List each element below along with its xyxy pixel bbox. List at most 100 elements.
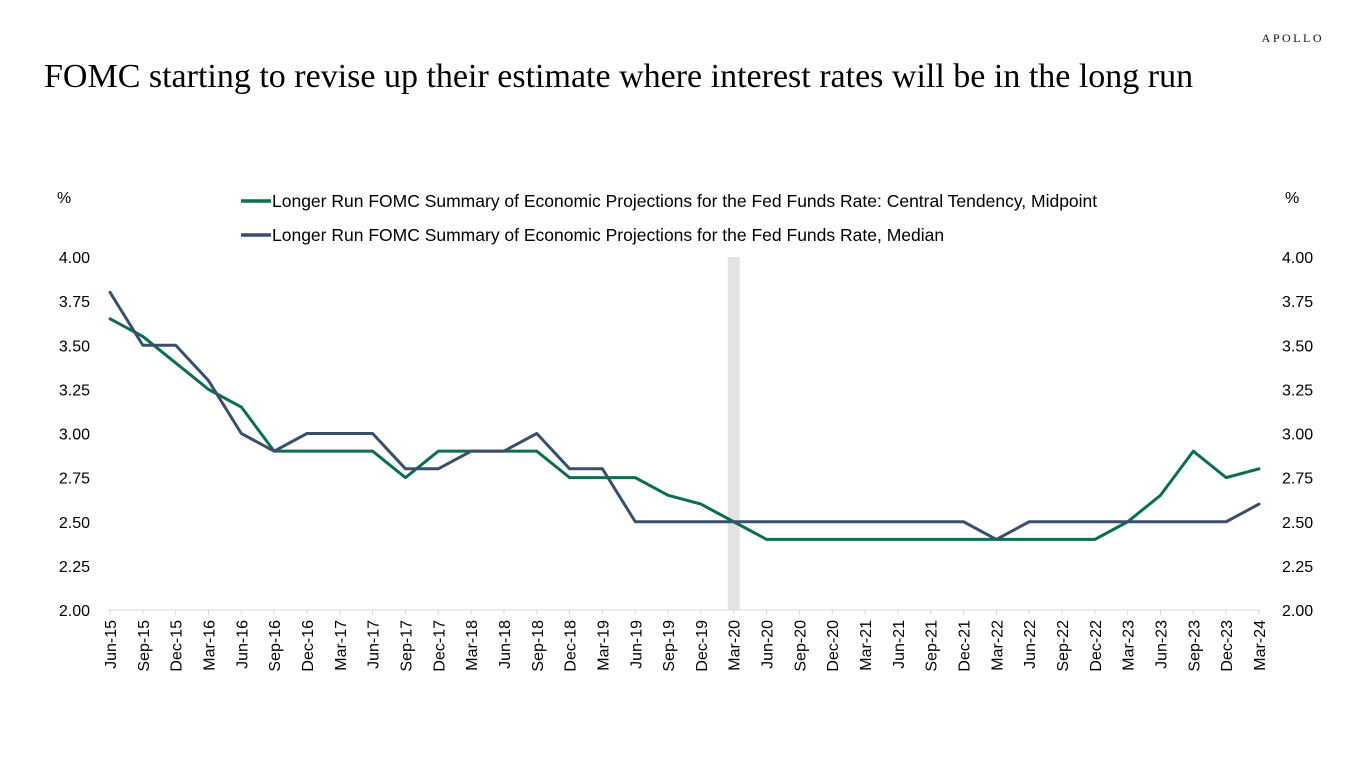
data-point — [1061, 538, 1064, 541]
x-tick-label: Dec-20 — [825, 620, 842, 672]
legend-label-2: Longer Run FOMC Summary of Economic Proj… — [272, 225, 944, 245]
data-point — [305, 450, 308, 453]
y-tick-label-right: 3.00 — [1282, 427, 1313, 444]
x-tick-label: Jun-20 — [760, 620, 777, 669]
x-tick-label: Sep-22 — [1055, 620, 1072, 672]
left-axis-unit: % — [57, 190, 71, 207]
data-point — [601, 476, 604, 479]
data-point — [240, 432, 243, 435]
data-point — [1093, 538, 1096, 541]
x-tick-label: Mar-23 — [1121, 620, 1138, 671]
x-tick-label: Jun-15 — [103, 620, 120, 669]
data-point — [109, 317, 112, 320]
data-point — [601, 467, 604, 470]
data-point — [207, 379, 210, 382]
data-point — [699, 520, 702, 523]
axes-layer: % % 4.00 4.00 3.75 3.75 3.50 3.50 3.25 3.25 3.00 3.… — [57, 190, 1313, 672]
x-tick-label: Sep-15 — [136, 620, 153, 672]
x-tick-label: Jun-16 — [234, 620, 251, 669]
y-tick-label-left: 3.00 — [59, 427, 90, 444]
data-point — [765, 538, 768, 541]
data-point — [141, 335, 144, 338]
series-line-1 — [108, 317, 1261, 541]
data-point — [470, 450, 473, 453]
data-point — [1192, 520, 1195, 523]
x-tick-label: Jun-18 — [497, 620, 514, 669]
data-point — [1192, 450, 1195, 453]
y-tick-label-left: 2.75 — [59, 471, 90, 488]
y-tick-label-left: 2.25 — [59, 559, 90, 576]
x-tick-label: Mar-16 — [201, 620, 218, 671]
x-tick-label: Jun-22 — [1022, 620, 1039, 669]
x-tick-label: Jun-23 — [1154, 620, 1171, 669]
y-tick-label-left: 2.50 — [59, 515, 90, 532]
data-point — [1225, 476, 1228, 479]
apollo-logo-text: APOLLO — [1261, 31, 1324, 45]
x-tick-label: Sep-19 — [661, 620, 678, 672]
y-tick-label-right: 3.75 — [1282, 294, 1313, 311]
data-point — [896, 538, 899, 541]
x-tick-label: Sep-23 — [1186, 620, 1203, 672]
y-tick-label-left: 3.50 — [59, 338, 90, 355]
data-point — [962, 538, 965, 541]
y-tick-label-right: 2.75 — [1282, 471, 1313, 488]
data-point — [1258, 503, 1261, 506]
data-point — [1093, 520, 1096, 523]
data-point — [1061, 520, 1064, 523]
data-point — [765, 520, 768, 523]
x-tick-label: Dec-17 — [431, 620, 448, 672]
data-point — [995, 538, 998, 541]
x-tick-label: Dec-19 — [694, 620, 711, 672]
data-point — [798, 538, 801, 541]
series-layer — [108, 290, 1261, 541]
data-point — [1159, 520, 1162, 523]
shaded-period-bar — [727, 257, 740, 610]
data-point — [699, 503, 702, 506]
data-point — [1258, 467, 1261, 470]
data-point — [634, 520, 637, 523]
data-point — [667, 494, 670, 497]
y-tick-label-right: 4.00 — [1282, 250, 1313, 267]
x-tick-label: Dec-16 — [300, 620, 317, 672]
data-point — [338, 432, 341, 435]
data-point — [831, 520, 834, 523]
data-point — [404, 476, 407, 479]
x-tick-label: Dec-15 — [169, 620, 186, 672]
x-tick-label: Mar-18 — [464, 620, 481, 671]
data-point — [207, 388, 210, 391]
x-tick-label: Dec-18 — [563, 620, 580, 672]
data-point — [437, 467, 440, 470]
y-tick-label-right: 2.25 — [1282, 559, 1313, 576]
data-point — [502, 450, 505, 453]
x-tick-label: Jun-17 — [366, 620, 383, 669]
x-tick-label: Mar-24 — [1252, 620, 1269, 671]
data-point — [1225, 520, 1228, 523]
x-tick-label: Mar-20 — [727, 620, 744, 671]
data-point — [1028, 520, 1031, 523]
data-point — [535, 450, 538, 453]
data-point — [864, 538, 867, 541]
y-tick-label-right: 2.50 — [1282, 515, 1313, 532]
data-point — [929, 520, 932, 523]
data-point — [831, 538, 834, 541]
data-point — [174, 344, 177, 347]
data-point — [864, 520, 867, 523]
x-tick-label: Dec-22 — [1088, 620, 1105, 672]
data-point — [962, 520, 965, 523]
data-point — [896, 520, 899, 523]
x-tick-label: Sep-16 — [267, 620, 284, 672]
y-tick-label-right: 2.00 — [1282, 603, 1313, 620]
x-tick-label: Sep-20 — [792, 620, 809, 672]
data-point — [109, 291, 112, 294]
data-point — [667, 520, 670, 523]
data-point — [305, 432, 308, 435]
x-tick-label: Jun-21 — [891, 620, 908, 669]
data-point — [273, 450, 276, 453]
chart-title: FOMC starting to revise up their estimat… — [44, 58, 1194, 95]
x-tick-label: Mar-17 — [333, 620, 350, 671]
legend: Longer Run FOMC Summary of Economic Proj… — [241, 191, 1097, 245]
x-tick-label: Mar-21 — [858, 620, 875, 671]
y-tick-label-left: 3.75 — [59, 294, 90, 311]
y-tick-label-left: 4.00 — [59, 250, 90, 267]
